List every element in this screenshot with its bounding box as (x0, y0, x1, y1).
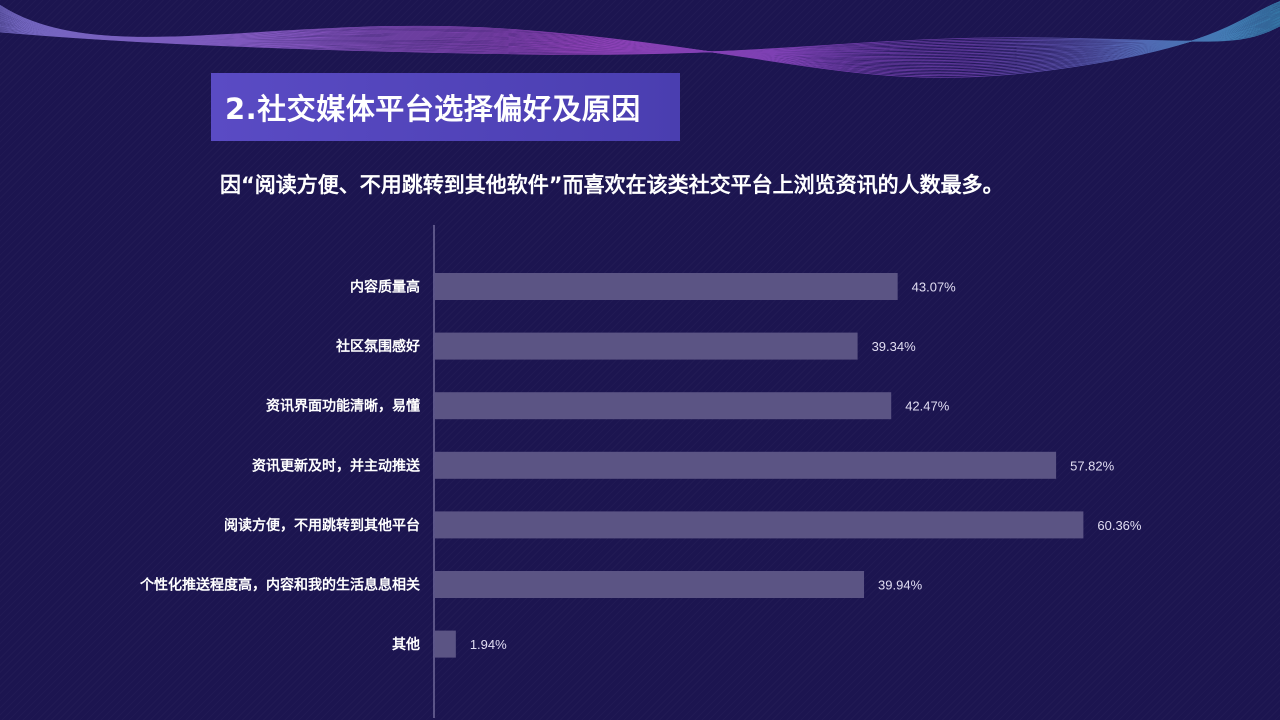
wave-line (0, 25, 1280, 55)
category-label: 社区氛围感好 (335, 338, 420, 355)
category-label: 内容质量高 (350, 279, 420, 296)
bar (435, 273, 898, 300)
value-label: 57.82% (1070, 458, 1115, 473)
bar (435, 392, 892, 420)
value-label: 42.47% (905, 399, 950, 414)
category-label: 资讯更新及时，并主动推送 (252, 457, 421, 474)
category-label: 其他 (392, 636, 420, 653)
bar (435, 630, 456, 658)
value-label: 60.36% (1097, 518, 1142, 533)
category-label: 资讯界面功能清晰，易懂 (266, 398, 420, 415)
value-label: 39.94% (878, 578, 923, 593)
category-label: 个性化推送程度高，内容和我的生活息息相关 (139, 577, 420, 594)
bar (435, 571, 865, 598)
chart-subtitle: 因“阅读方便、不用跳转到其他软件”而喜欢在该类社交平台上浏览资讯的人数最多。 (220, 173, 1004, 197)
bar (435, 332, 858, 360)
bar (435, 451, 1057, 479)
section-title-box: 2.社交媒体平台选择偏好及原因 (211, 73, 680, 141)
value-label: 39.34% (872, 339, 917, 354)
decorative-wave-lines (0, 1, 1280, 78)
category-label: 阅读方便，不用跳转到其他平台 (224, 517, 420, 534)
bar (435, 511, 1084, 539)
value-label: 1.94% (470, 637, 507, 652)
value-label: 43.07% (912, 280, 957, 295)
section-title: 2.社交媒体平台选择偏好及原因 (225, 92, 641, 126)
